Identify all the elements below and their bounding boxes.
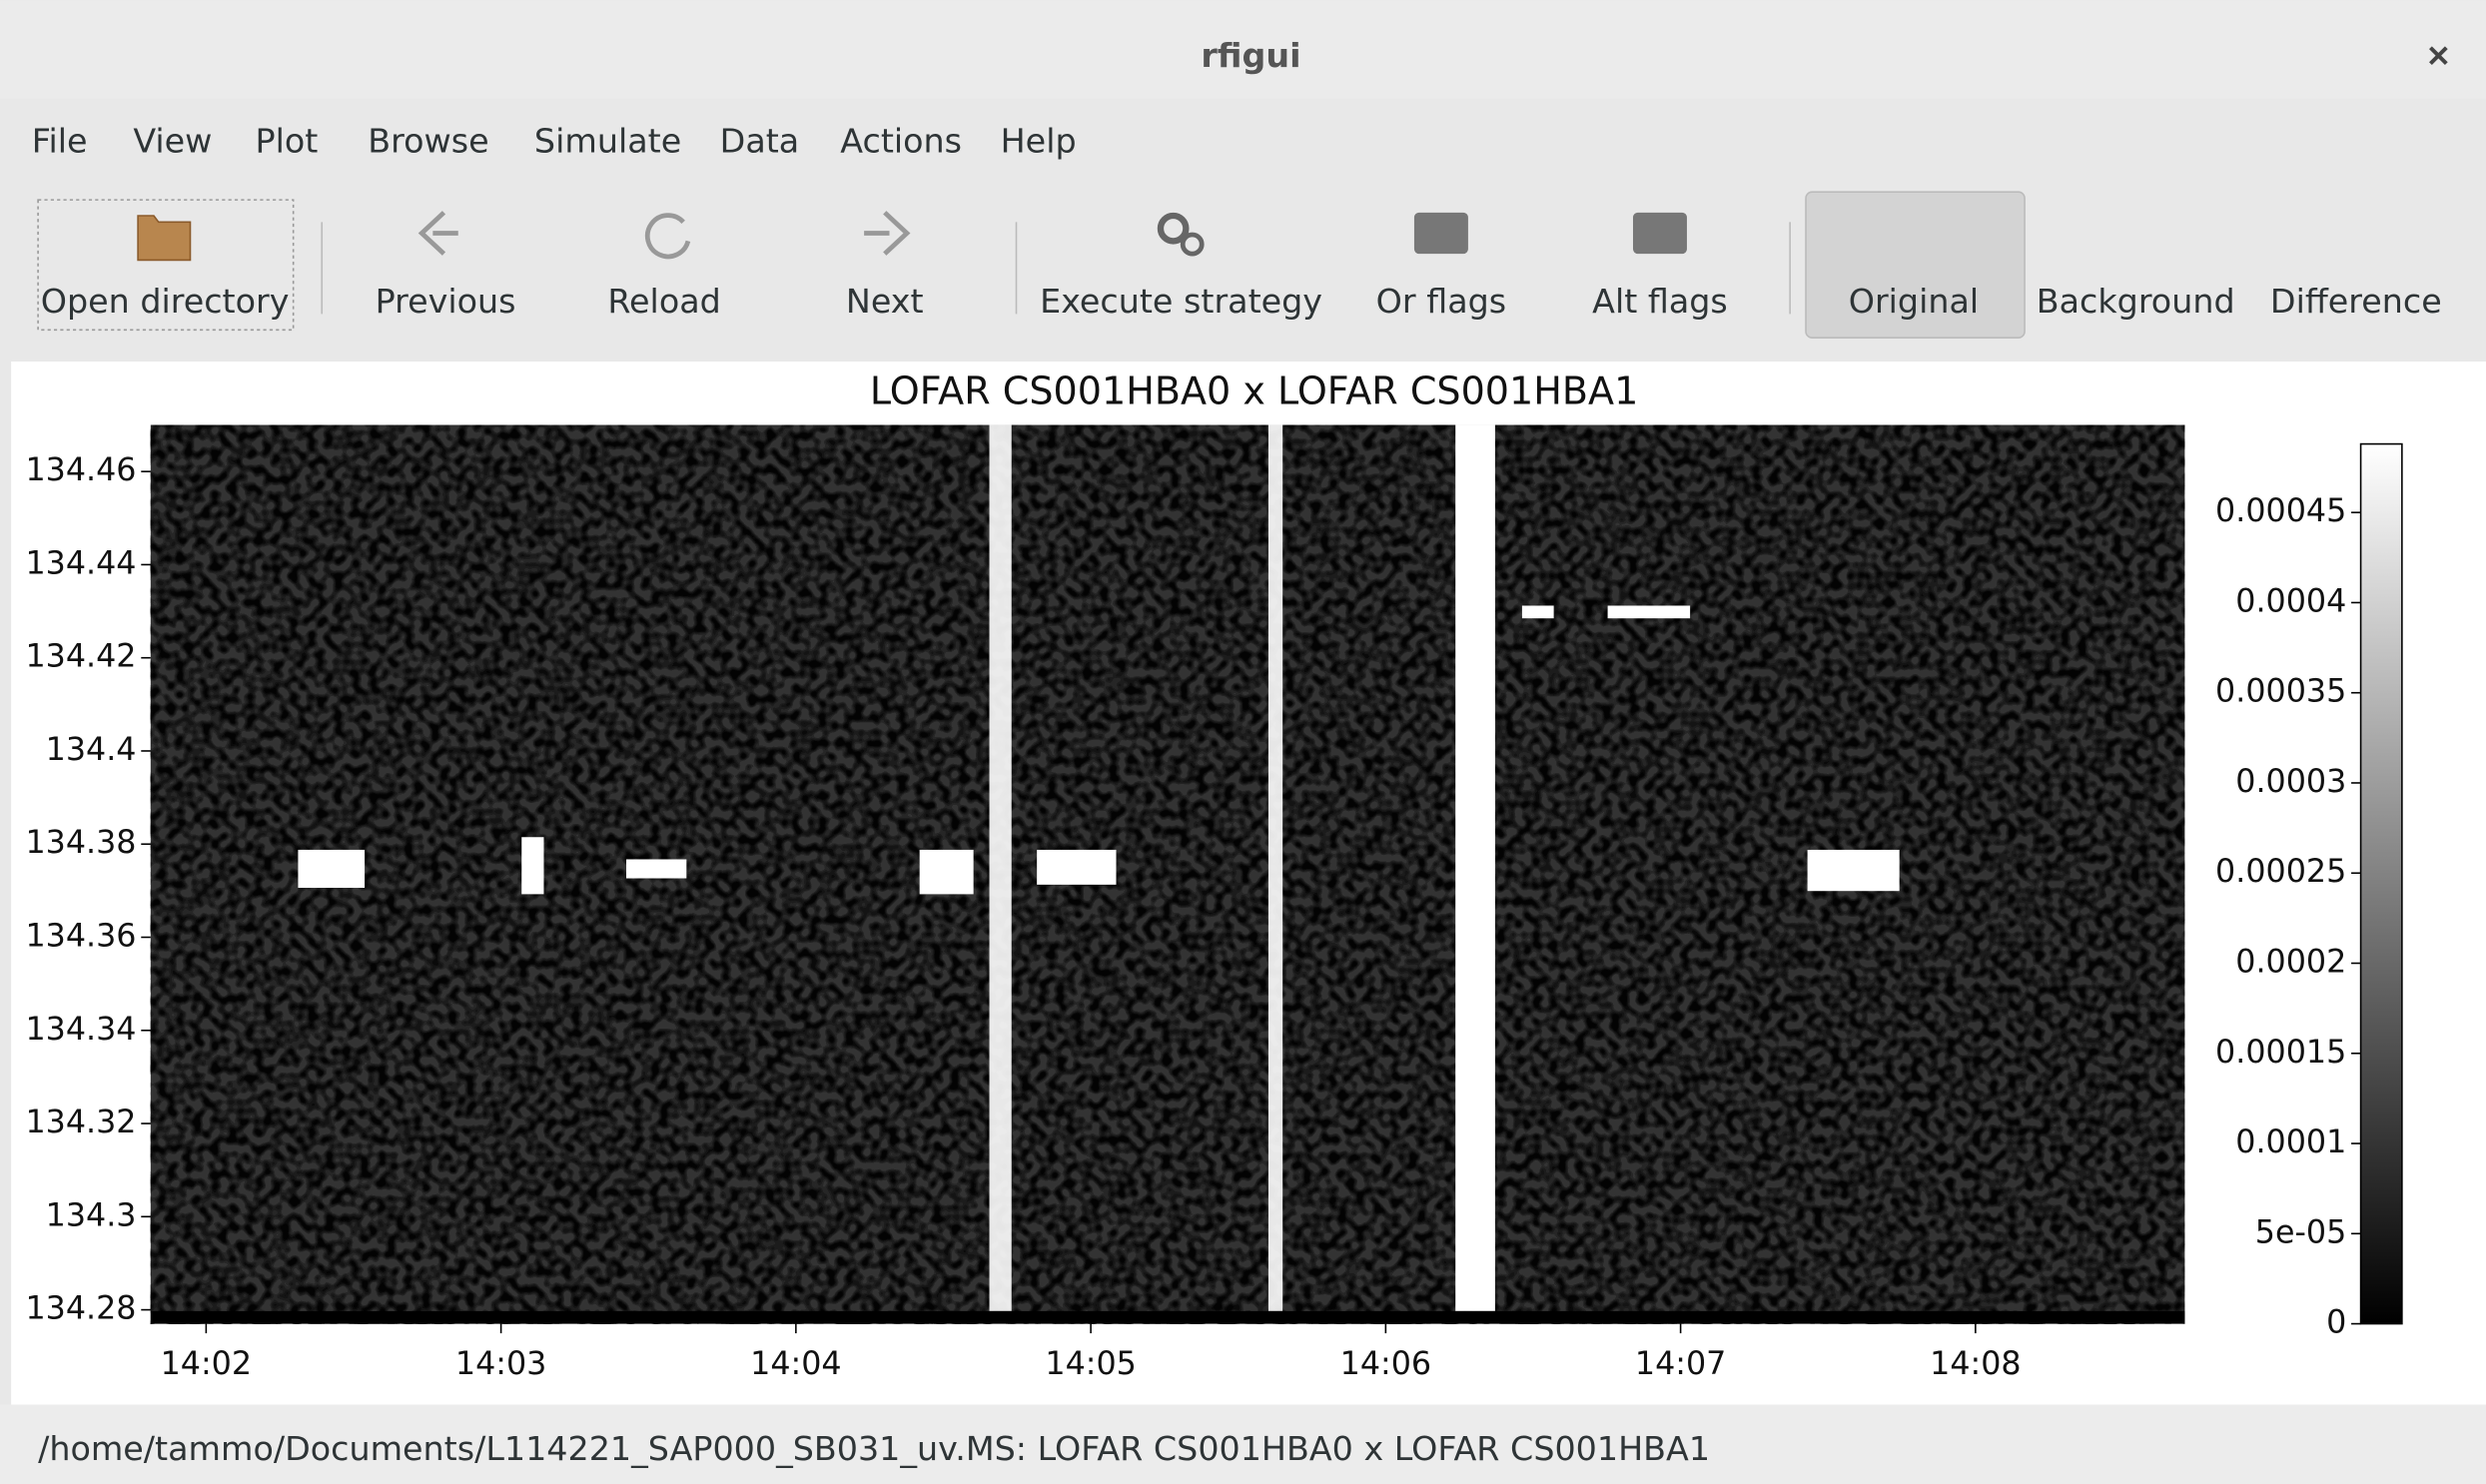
menu-item[interactable]: Data xyxy=(720,121,800,160)
menu-item[interactable]: Help xyxy=(1001,121,1077,160)
y-tick-label: 134.3 xyxy=(46,1197,137,1233)
colorbar-tick-label: 0.00045 xyxy=(2215,493,2346,529)
colorbar-tick-label: 0 xyxy=(2326,1305,2346,1341)
y-tick-label: 134.4 xyxy=(46,732,137,768)
y-tick-label: 134.42 xyxy=(25,639,136,675)
page: {"window": {"title": "rfigui"}, "menu": … xyxy=(0,0,2486,1484)
y-tick-label: 134.32 xyxy=(25,1105,136,1140)
colorbar-tick-label: 0.00035 xyxy=(2215,674,2346,710)
colorbar-tick-label: 0.00015 xyxy=(2215,1035,2346,1071)
x-tick-label: 14:07 xyxy=(1635,1346,1726,1382)
colorbar-tick-label: 0.0003 xyxy=(2235,764,2346,800)
toolbar-button[interactable]: Original xyxy=(1849,282,1979,321)
toolbar-button[interactable]: Execute strategy xyxy=(1040,282,1322,321)
menu-item[interactable]: Browse xyxy=(368,121,488,160)
toolbar-button[interactable]: Reload xyxy=(607,282,720,321)
menu-item[interactable]: Actions xyxy=(840,121,962,160)
x-tick-label: 14:05 xyxy=(1045,1346,1136,1382)
menu-item[interactable]: Plot xyxy=(256,121,319,160)
x-tick-label: 14:03 xyxy=(455,1346,546,1382)
status-text: /home/tammo/Documents/L114221_SAP000_SB0… xyxy=(38,1429,1710,1468)
x-tick-label: 14:04 xyxy=(750,1346,841,1382)
window-title: rfigui xyxy=(1201,36,1300,75)
y-tick-label: 134.34 xyxy=(25,1012,136,1048)
x-tick-label: 14:02 xyxy=(161,1346,252,1382)
colorbar-tick-label: 0.00025 xyxy=(2215,854,2346,890)
toolbar-button[interactable]: Open directory xyxy=(41,282,290,321)
toolbar-button[interactable]: Next xyxy=(846,282,924,321)
plot-title: LOFAR CS001HBA0 x LOFAR CS001HBA1 xyxy=(870,369,1638,412)
toolbar-button[interactable]: Background xyxy=(2037,282,2235,321)
toolbar-button[interactable]: Alt flags xyxy=(1592,282,1728,321)
menu-item[interactable]: Simulate xyxy=(534,121,681,160)
window: rfigui /home/tammo/Documents/L114221_SAP… xyxy=(0,0,2486,1484)
y-tick-label: 134.38 xyxy=(25,825,136,861)
heatmap xyxy=(151,425,2185,1324)
y-tick-label: 134.44 xyxy=(25,545,136,581)
menu-item[interactable]: View xyxy=(133,121,212,160)
y-tick-label: 134.46 xyxy=(25,452,136,488)
toolbar-button[interactable]: Or flags xyxy=(1376,282,1506,321)
colorbar xyxy=(2361,444,2402,1324)
colorbar-tick-label: 0.0002 xyxy=(2235,945,2346,981)
y-tick-label: 134.28 xyxy=(25,1291,136,1327)
menu-item[interactable]: File xyxy=(32,121,88,160)
toolbar-button[interactable]: Previous xyxy=(376,282,516,321)
x-tick-label: 14:08 xyxy=(1930,1346,2021,1382)
colorbar-tick-label: 5e-05 xyxy=(2255,1214,2347,1250)
toolbar-button[interactable]: Difference xyxy=(2270,282,2442,321)
x-tick-label: 14:06 xyxy=(1340,1346,1431,1382)
colorbar-tick-label: 0.0001 xyxy=(2235,1124,2346,1160)
colorbar-tick-label: 0.0004 xyxy=(2235,583,2346,619)
y-tick-label: 134.36 xyxy=(25,919,136,955)
